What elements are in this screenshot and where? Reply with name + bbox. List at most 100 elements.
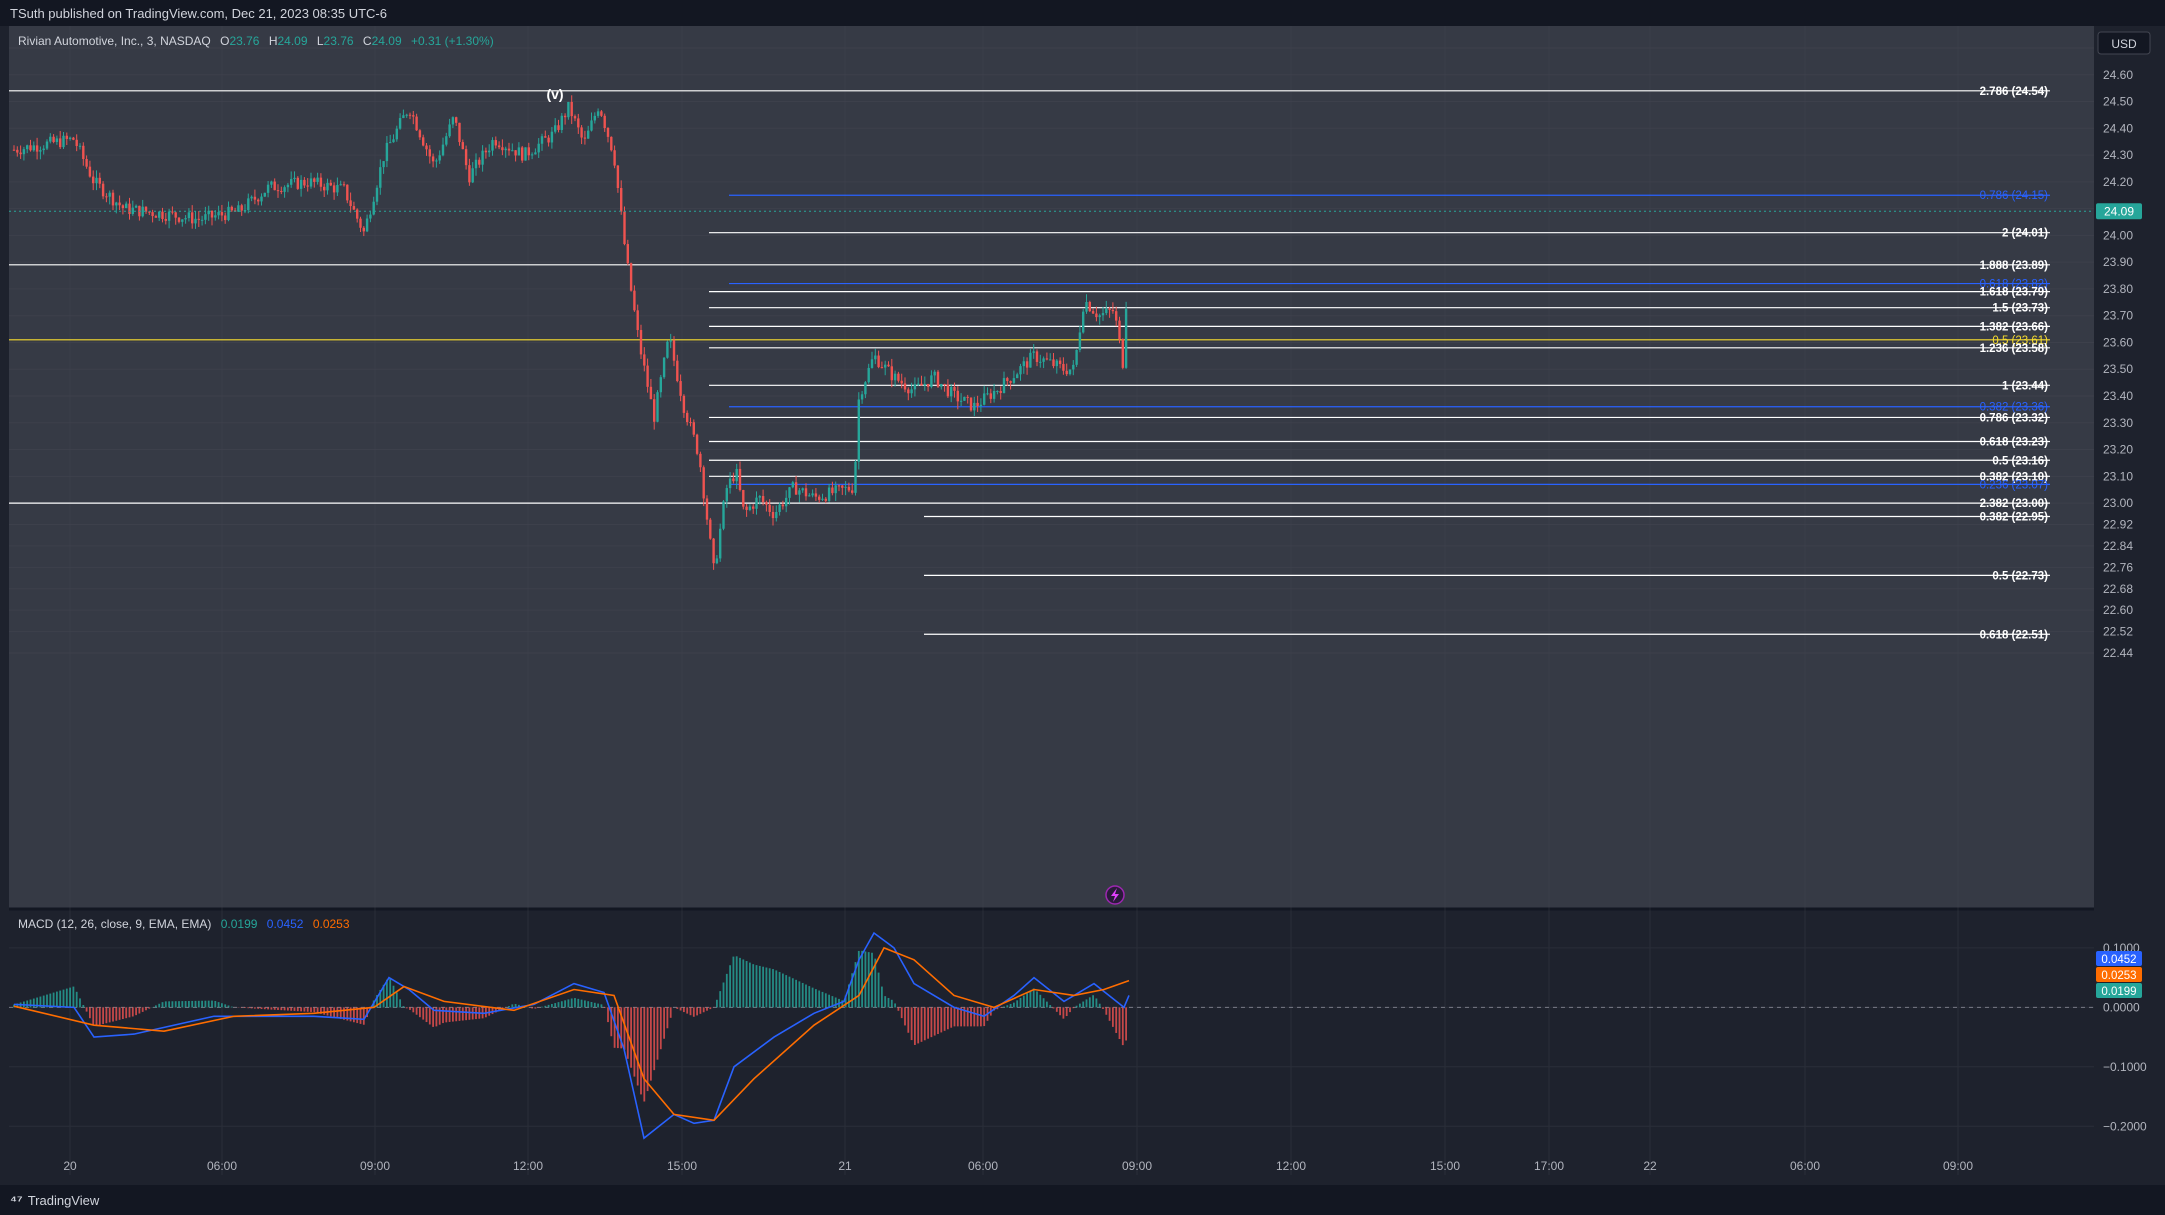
candle-body <box>273 181 276 191</box>
candle-body <box>484 150 488 153</box>
candle-body <box>709 519 712 539</box>
candle-body <box>857 399 860 462</box>
candle-body <box>339 184 342 186</box>
candle-body <box>1055 360 1058 367</box>
fib-label: 1.618 (23.79) <box>1980 287 2049 299</box>
candle-body <box>1006 378 1009 382</box>
candle-body <box>68 137 72 139</box>
candle-body <box>286 184 290 188</box>
candle-body <box>1105 308 1108 314</box>
candle-body <box>131 207 134 214</box>
candle-body <box>316 177 319 182</box>
candle-body <box>174 212 177 218</box>
candle-body <box>491 140 494 151</box>
legend: Rivian Automotive, Inc., 3, NASDAQ O23.7… <box>18 34 494 48</box>
macd-badge-label: 0.0199 <box>2101 986 2136 998</box>
currency-button[interactable]: USD <box>2097 31 2151 55</box>
macd-panel-bg <box>9 910 2094 1175</box>
lightning-icon[interactable] <box>1105 885 1125 905</box>
candle-body <box>293 177 296 180</box>
candle-body <box>738 468 742 491</box>
candle-body <box>646 365 649 387</box>
candle-body <box>494 140 497 146</box>
signal-line <box>13 946 1130 1122</box>
candle-body <box>887 364 890 367</box>
candle-body <box>943 383 946 385</box>
candle-body <box>59 138 62 148</box>
candle-body <box>903 383 907 390</box>
time-tick-label: 09:00 <box>1943 1159 1973 1173</box>
candle-body <box>695 434 699 454</box>
candle-body <box>395 128 398 140</box>
time-tick-label: 15:00 <box>1430 1159 1460 1173</box>
candle-body <box>266 184 270 193</box>
candle-body <box>791 482 794 488</box>
chart-area[interactable]: 2.786 (24.54) 0.786 (24.15) 2 (24.01) 1.888… <box>0 26 2165 1185</box>
candle-body <box>831 487 834 494</box>
candle-body <box>336 184 339 193</box>
candle-body <box>309 178 313 187</box>
candle-body <box>290 179 293 185</box>
candle-body <box>445 136 448 145</box>
candle-body <box>560 115 563 130</box>
time-axis[interactable]: 20 06:00 09:00 12:00 15:00 21 06:00 09:00 12:00 1… <box>63 1159 1973 1173</box>
candle-body <box>775 512 778 519</box>
candle-body <box>362 227 365 232</box>
candle-body <box>643 354 646 366</box>
candle-body <box>342 184 346 186</box>
candle-body <box>748 506 752 510</box>
candle-body <box>554 125 557 132</box>
candle-body <box>105 196 108 198</box>
fib-label: 1.888 (23.89) <box>1980 260 2049 272</box>
candle-body <box>435 160 438 162</box>
candle-body <box>659 377 662 393</box>
candle-body <box>761 496 765 503</box>
candle-body <box>75 139 78 146</box>
candle-body <box>907 389 910 394</box>
candle-body <box>880 367 884 369</box>
candle-body <box>557 125 560 130</box>
candle-body <box>755 497 758 509</box>
candle-body <box>349 200 352 207</box>
candle-body <box>752 506 755 509</box>
candle-body <box>989 393 992 399</box>
candle-body <box>999 390 1002 393</box>
candle-body <box>197 218 200 220</box>
candle-body <box>715 558 719 564</box>
candle-body <box>29 145 32 151</box>
candle-body <box>913 384 917 390</box>
candle-body <box>134 205 138 208</box>
candle-body <box>860 394 864 400</box>
wave-label: (v) <box>546 86 563 102</box>
candle-body <box>418 130 422 138</box>
candle-body <box>497 145 501 148</box>
candle-body <box>191 212 194 224</box>
candle-body <box>148 211 151 213</box>
candle-body <box>600 111 603 116</box>
candle-body <box>95 177 98 184</box>
candle-body <box>121 205 125 209</box>
candle-body <box>481 150 484 165</box>
candle-body <box>851 490 854 493</box>
candle-body <box>501 147 504 151</box>
candle-body <box>534 152 537 155</box>
candle-body <box>692 422 695 435</box>
candle-body <box>824 498 827 501</box>
candle-body <box>39 150 42 152</box>
candle-body <box>923 383 926 386</box>
candle-body <box>247 198 250 211</box>
price-tick-label: 22.44 <box>2103 646 2133 660</box>
candle-body <box>151 212 154 217</box>
candle-body <box>1025 361 1029 368</box>
price-tick-label: 22.52 <box>2103 625 2133 639</box>
grid <box>9 26 2094 1175</box>
candle-body <box>864 382 867 395</box>
tradingview-brand[interactable]: ⁴⁷ TradingView <box>10 1192 99 1208</box>
candle-body <box>973 402 976 411</box>
candle-body <box>65 135 68 139</box>
candle-body <box>270 181 273 185</box>
candle-body <box>1019 366 1022 375</box>
macd-badge-label: 0.0452 <box>2101 954 2136 966</box>
fib-label: 2.382 (23.00) <box>1980 498 2049 510</box>
fib-levels: 2.786 (24.54) 0.786 (24.15) 2 (24.01) 1.888… <box>9 86 2050 641</box>
